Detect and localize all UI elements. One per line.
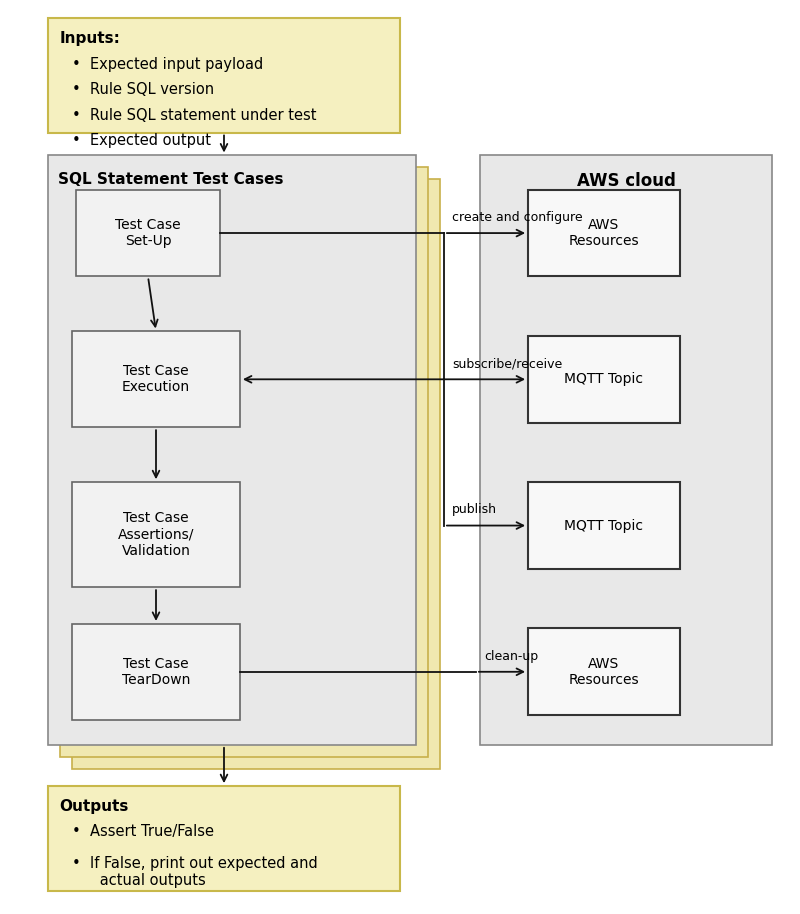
Bar bbox=[48, 786, 400, 891]
Text: •  Assert True/False: • Assert True/False bbox=[72, 824, 214, 839]
Bar bbox=[72, 483, 240, 588]
Text: •  If False, print out expected and
      actual outputs: • If False, print out expected and actua… bbox=[72, 856, 318, 887]
Text: AWS cloud: AWS cloud bbox=[577, 172, 675, 190]
Text: •  Expected output: • Expected output bbox=[72, 133, 211, 148]
Bar bbox=[60, 167, 428, 757]
Bar bbox=[48, 155, 416, 745]
Text: •  Rule SQL statement under test: • Rule SQL statement under test bbox=[72, 108, 317, 122]
Bar bbox=[72, 332, 240, 428]
Text: •  Expected input payload: • Expected input payload bbox=[72, 57, 263, 71]
Text: Test Case
Assertions/
Validation: Test Case Assertions/ Validation bbox=[118, 512, 194, 558]
Bar bbox=[528, 190, 680, 276]
Text: Test Case
Set-Up: Test Case Set-Up bbox=[115, 218, 181, 249]
Text: •  Rule SQL version: • Rule SQL version bbox=[72, 82, 214, 97]
Text: Inputs:: Inputs: bbox=[59, 31, 120, 46]
Text: clean-up: clean-up bbox=[484, 650, 538, 663]
Text: MQTT Topic: MQTT Topic bbox=[565, 372, 643, 387]
Bar bbox=[76, 190, 220, 276]
Text: AWS
Resources: AWS Resources bbox=[569, 656, 639, 687]
Bar bbox=[528, 629, 680, 715]
Text: SQL Statement Test Cases: SQL Statement Test Cases bbox=[58, 172, 283, 186]
Bar bbox=[480, 155, 772, 745]
Text: create and configure: create and configure bbox=[452, 211, 582, 224]
Text: AWS
Resources: AWS Resources bbox=[569, 218, 639, 249]
Text: MQTT Topic: MQTT Topic bbox=[565, 518, 643, 533]
Bar bbox=[48, 18, 400, 133]
Text: Test Case
Execution: Test Case Execution bbox=[122, 364, 190, 395]
Text: publish: publish bbox=[452, 504, 497, 516]
Text: subscribe/receive: subscribe/receive bbox=[452, 357, 562, 370]
Bar bbox=[72, 623, 240, 720]
Text: Outputs: Outputs bbox=[59, 799, 129, 813]
Bar bbox=[72, 179, 440, 769]
Text: Test Case
TearDown: Test Case TearDown bbox=[122, 656, 190, 687]
Bar bbox=[528, 483, 680, 569]
Bar bbox=[528, 336, 680, 422]
